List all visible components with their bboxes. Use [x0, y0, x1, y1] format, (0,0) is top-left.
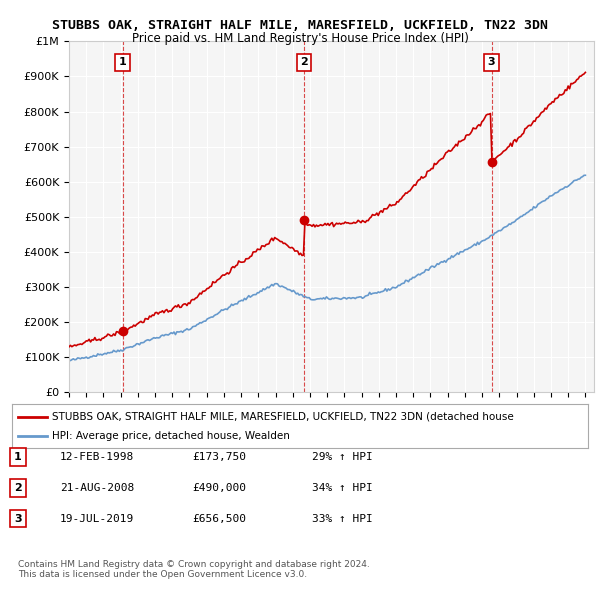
Text: 33% ↑ HPI: 33% ↑ HPI — [312, 514, 373, 523]
Text: 12-FEB-1998: 12-FEB-1998 — [60, 453, 134, 462]
Text: 34% ↑ HPI: 34% ↑ HPI — [312, 483, 373, 493]
Text: £490,000: £490,000 — [192, 483, 246, 493]
Text: 1: 1 — [14, 453, 22, 462]
Text: STUBBS OAK, STRAIGHT HALF MILE, MARESFIELD, UCKFIELD, TN22 3DN: STUBBS OAK, STRAIGHT HALF MILE, MARESFIE… — [52, 19, 548, 32]
Text: STUBBS OAK, STRAIGHT HALF MILE, MARESFIELD, UCKFIELD, TN22 3DN (detached house: STUBBS OAK, STRAIGHT HALF MILE, MARESFIE… — [52, 412, 514, 421]
Text: £656,500: £656,500 — [192, 514, 246, 523]
Text: 2: 2 — [300, 57, 308, 67]
Text: 29% ↑ HPI: 29% ↑ HPI — [312, 453, 373, 462]
Text: Contains HM Land Registry data © Crown copyright and database right 2024.
This d: Contains HM Land Registry data © Crown c… — [18, 560, 370, 579]
Text: Price paid vs. HM Land Registry's House Price Index (HPI): Price paid vs. HM Land Registry's House … — [131, 32, 469, 45]
Text: 1: 1 — [119, 57, 127, 67]
Text: 21-AUG-2008: 21-AUG-2008 — [60, 483, 134, 493]
Text: 19-JUL-2019: 19-JUL-2019 — [60, 514, 134, 523]
Text: 3: 3 — [488, 57, 496, 67]
Text: 2: 2 — [14, 483, 22, 493]
Text: 3: 3 — [14, 514, 22, 523]
Text: £173,750: £173,750 — [192, 453, 246, 462]
Text: HPI: Average price, detached house, Wealden: HPI: Average price, detached house, Weal… — [52, 431, 290, 441]
